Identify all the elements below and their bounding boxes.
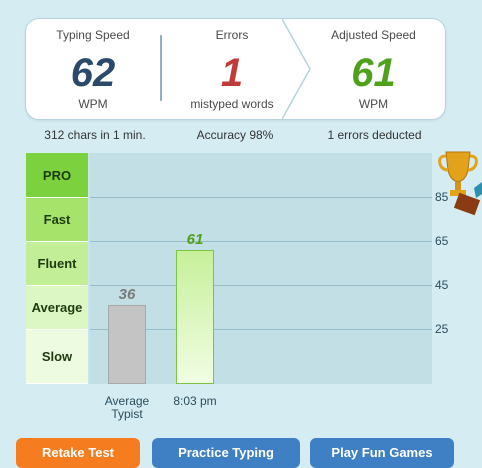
gridline bbox=[90, 241, 432, 242]
play-fun-games-button[interactable]: Play Fun Games bbox=[310, 438, 454, 468]
trophy-icon bbox=[438, 151, 482, 216]
chart-plot-area: 36 61 bbox=[90, 153, 432, 384]
adjusted-speed-unit: WPM bbox=[358, 97, 389, 111]
errors-label: Errors bbox=[215, 28, 249, 42]
level-fluent: Fluent bbox=[26, 242, 88, 286]
chevron-right-icon bbox=[282, 19, 311, 119]
level-fast: Fast bbox=[26, 198, 88, 242]
errors-value: 1 bbox=[220, 51, 244, 95]
stats-card: Typing Speed 62 WPM Errors 1 mistyped wo… bbox=[25, 18, 446, 120]
level-scale: PRO Fast Fluent Average Slow bbox=[26, 153, 88, 384]
typing-speed-unit: WPM bbox=[78, 97, 108, 111]
x-label-average-typist: Average Typist bbox=[104, 394, 150, 421]
typing-speed-stat: Typing Speed 62 WPM bbox=[26, 19, 160, 119]
gridline bbox=[90, 285, 432, 286]
errors-stat: Errors 1 mistyped words bbox=[162, 19, 302, 119]
level-pro: PRO bbox=[26, 153, 88, 198]
chars-summary: 312 chars in 1 min. bbox=[44, 128, 146, 142]
bar-value-label: 36 bbox=[118, 285, 136, 303]
y-tick-label: 45 bbox=[435, 278, 449, 292]
adjusted-speed-stat: Adjusted Speed 61 WPM bbox=[302, 19, 445, 119]
retake-test-button[interactable]: Retake Test bbox=[16, 438, 140, 468]
adjusted-speed-label: Adjusted Speed bbox=[331, 28, 416, 42]
y-tick-label: 25 bbox=[435, 322, 449, 336]
gridline bbox=[90, 197, 432, 198]
bar-current-test bbox=[176, 249, 214, 384]
typing-speed-label: Typing Speed bbox=[56, 28, 130, 42]
level-slow: Slow bbox=[26, 330, 88, 384]
typing-speed-value: 62 bbox=[70, 51, 116, 95]
level-average: Average bbox=[26, 286, 88, 330]
speed-chart: 36 61 PRO Fast Fluent Average Slow bbox=[26, 153, 432, 384]
x-label-current-test: 8:03 pm bbox=[173, 394, 217, 408]
y-tick-label: 65 bbox=[435, 234, 449, 248]
gridline bbox=[90, 329, 432, 330]
accuracy-summary: Accuracy 98% bbox=[196, 128, 274, 142]
bar-value-label: 61 bbox=[186, 230, 204, 248]
bar-average-typist bbox=[108, 304, 146, 384]
stat-divider bbox=[160, 35, 162, 101]
errors-unit: mistyped words bbox=[190, 97, 274, 111]
errors-deducted-summary: 1 errors deducted bbox=[327, 128, 422, 142]
adjusted-speed-value: 61 bbox=[351, 51, 396, 95]
y-tick-label: 85 bbox=[435, 190, 449, 204]
practice-typing-button[interactable]: Practice Typing bbox=[152, 438, 300, 468]
